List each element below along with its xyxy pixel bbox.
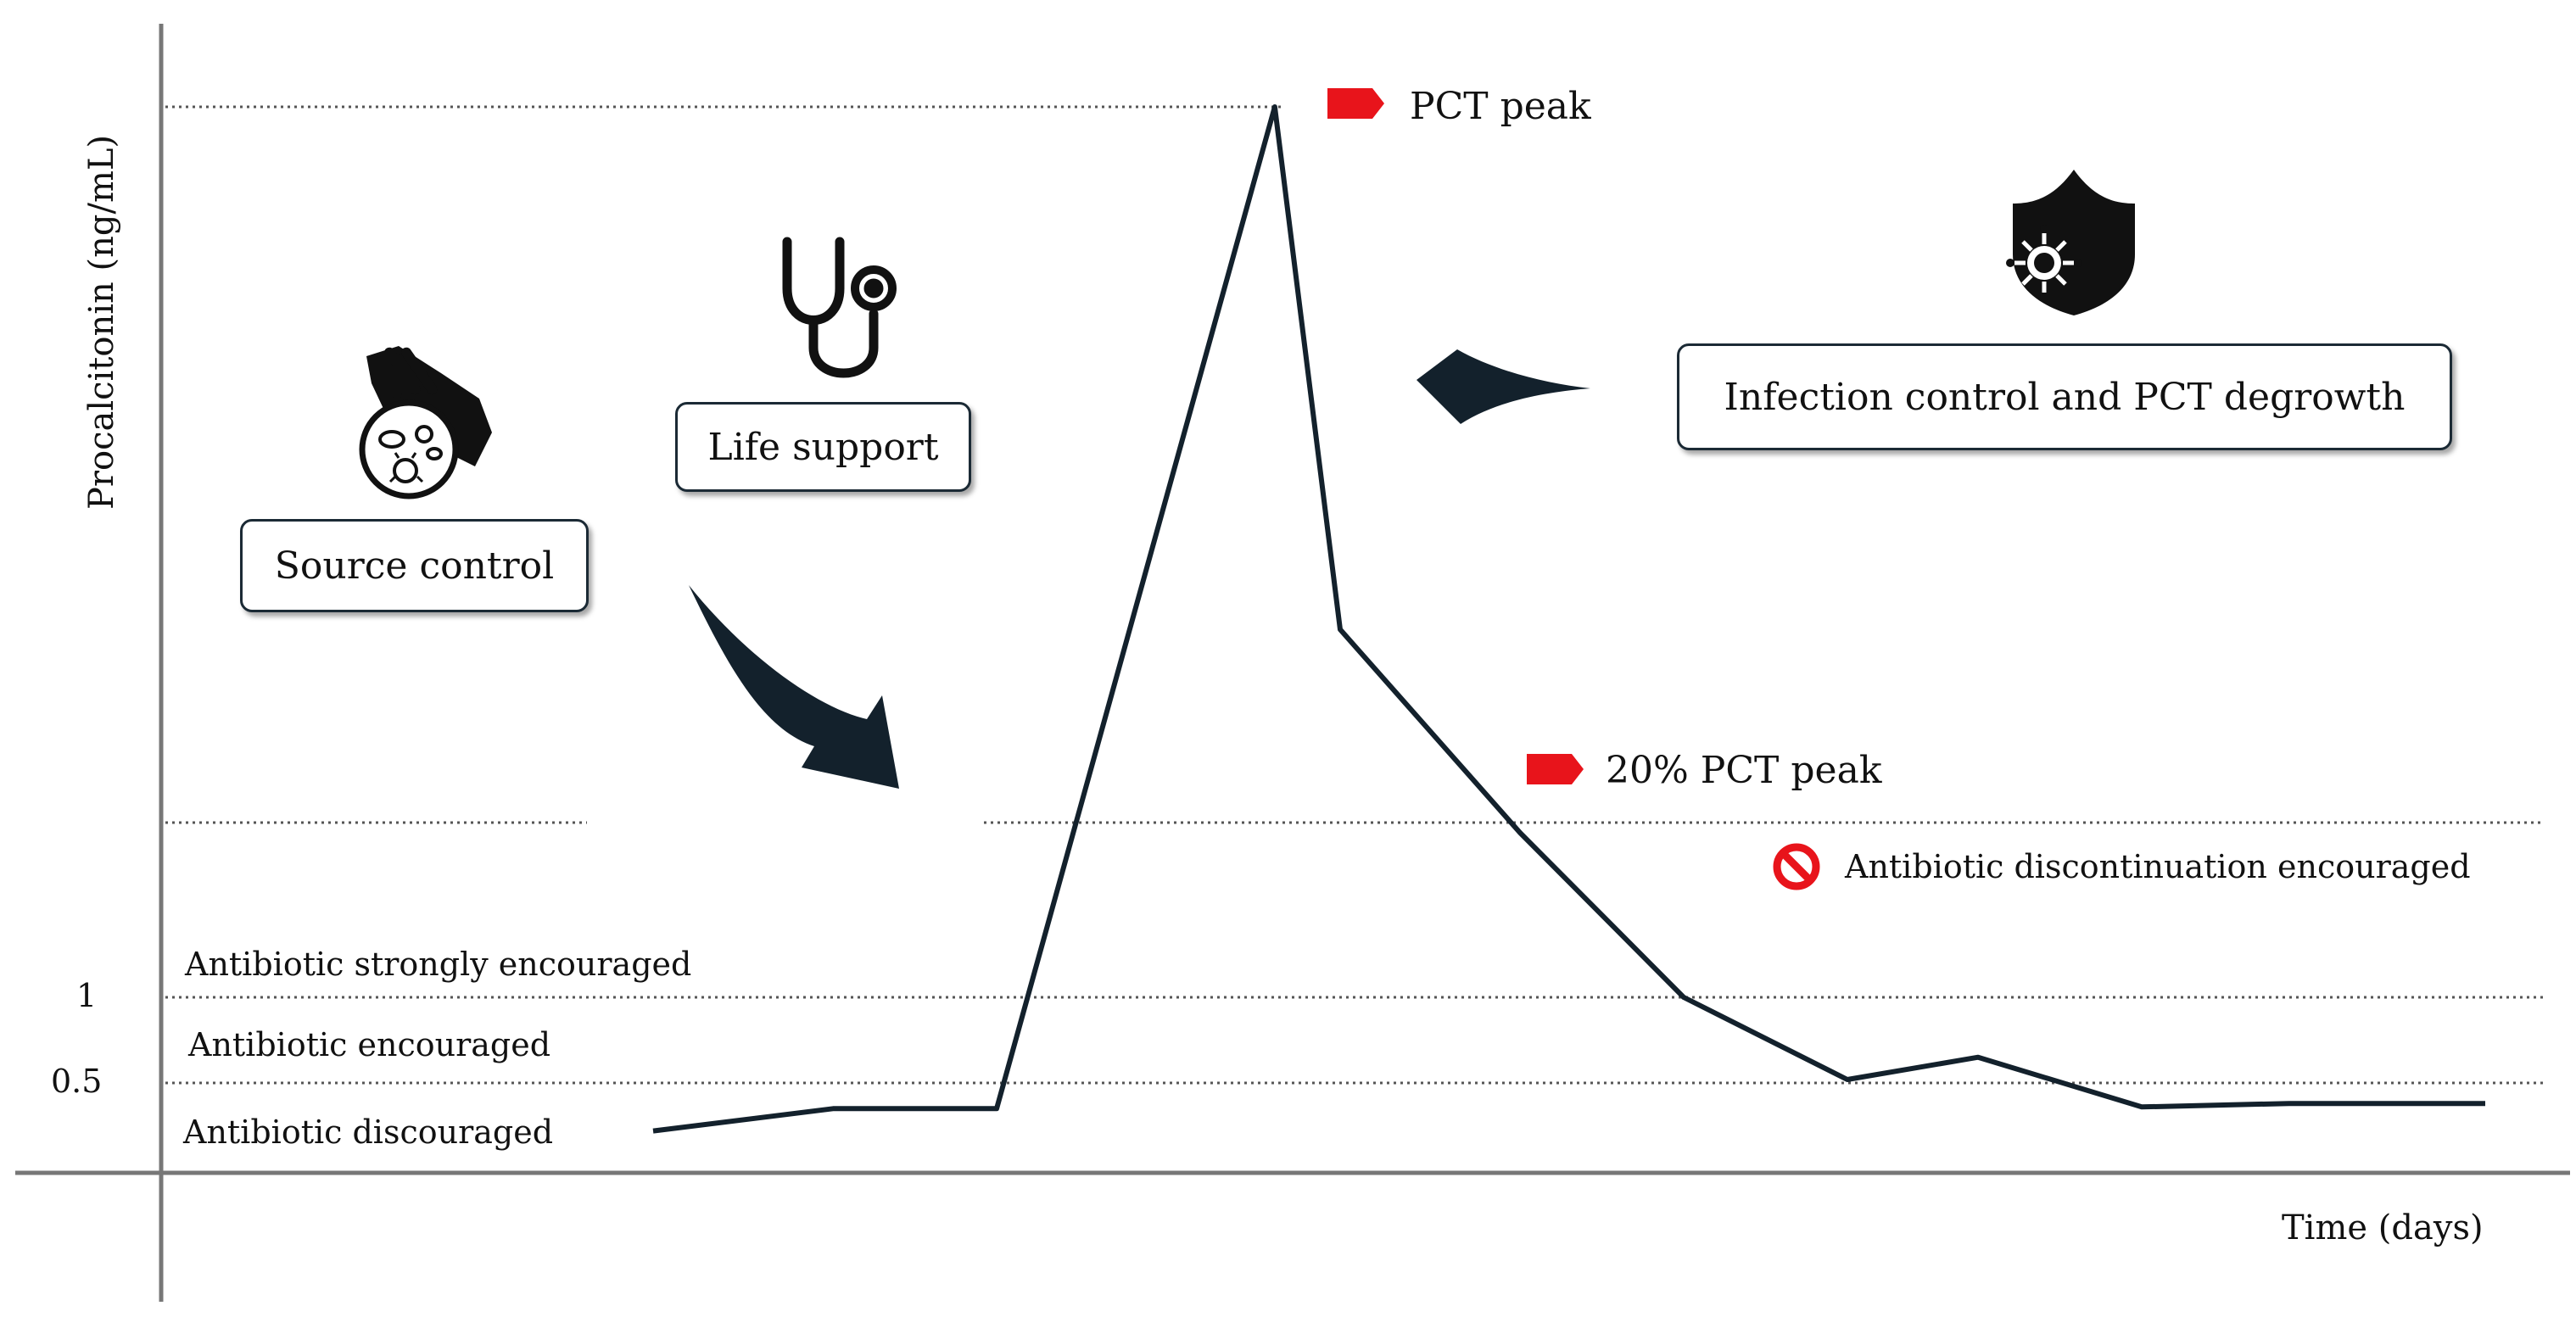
zone-discouraged: Antibiotic discouraged (183, 1113, 554, 1151)
twenty-percent-flag-icon (1527, 754, 1584, 784)
curved-arrow (689, 585, 899, 789)
stethoscope-icon (782, 237, 897, 378)
x-axis-label: Time (days) (2282, 1208, 2484, 1247)
left-arrow (1417, 349, 1590, 424)
pct-20-label: 20% PCT peak (1606, 749, 1882, 792)
y-axis-label: Procalcitonin (ng/mL) (82, 134, 121, 511)
peak-flag-icon (1327, 88, 1384, 119)
zone-strongly-encouraged: Antibiotic strongly encouraged (185, 946, 692, 983)
y-tick-1: 1 (76, 977, 98, 1014)
pct-peak-label: PCT peak (1410, 85, 1591, 128)
zone-discontinuation-encouraged: Antibiotic discontinuation encouraged (1845, 848, 2471, 885)
infection-control-label: Infection control and PCT degrowth (1724, 375, 2406, 419)
bacteria-in-hand-icon (359, 346, 492, 499)
pct-curve-line (652, 104, 2485, 1134)
prohibited-icon (1773, 843, 1820, 890)
source-control-box: Source control (240, 519, 589, 612)
virus-shield-icon (2006, 170, 2135, 315)
zone-encouraged: Antibiotic encouraged (188, 1026, 551, 1063)
infection-control-box: Infection control and PCT degrowth (1677, 343, 2452, 450)
y-tick-05: 0.5 (51, 1063, 103, 1100)
life-support-label: Life support (707, 425, 939, 469)
pct-curve-layer (652, 104, 2486, 1134)
source-control-label: Source control (274, 544, 555, 588)
life-support-box: Life support (675, 402, 971, 492)
